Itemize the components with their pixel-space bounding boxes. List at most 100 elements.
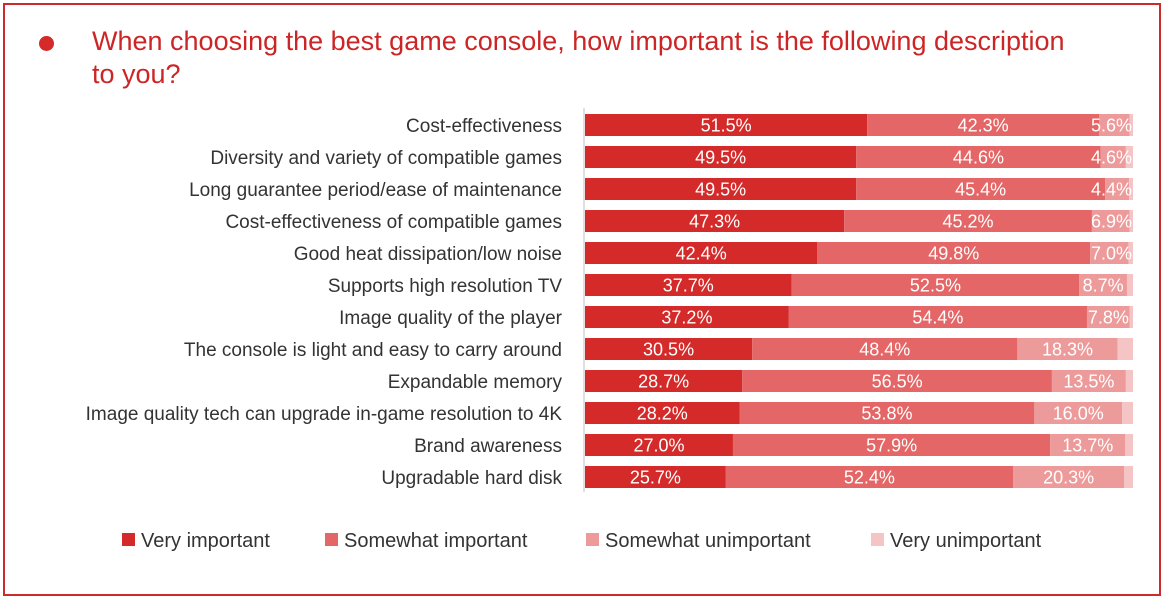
- bar-segment: [732, 434, 1051, 456]
- data-label: 49.5%: [695, 180, 746, 200]
- data-label: 5.6%: [1091, 116, 1132, 136]
- title-bullet-icon: [39, 36, 54, 51]
- bar-segment: [1017, 338, 1118, 360]
- bar-segment: [1129, 114, 1133, 136]
- bar-segment: [1034, 402, 1123, 424]
- bar-segment: [1126, 274, 1133, 296]
- category-labels-group: Cost-effectiveness Diversity and variety …: [86, 116, 563, 489]
- bar-segment: [742, 370, 1052, 392]
- bar-segment: [791, 274, 1080, 296]
- bar-segment: [1122, 402, 1133, 424]
- legend-swatch: [871, 533, 884, 546]
- bar-segment: [1012, 466, 1125, 488]
- value-labels-group: 51.5% 42.3% 5.6% 49.5% 44.6% 4.6% 49.5% 45.4% 4.…: [630, 116, 1132, 488]
- legend-label: Somewhat important: [344, 530, 528, 552]
- category-label: Image quality of the player: [339, 308, 563, 329]
- bar-segment: [1128, 242, 1133, 264]
- bar-segment: [1117, 338, 1133, 360]
- data-label: 28.2%: [637, 404, 688, 424]
- data-label: 52.5%: [910, 276, 961, 296]
- bar-segment: [1125, 146, 1133, 168]
- data-label: 16.0%: [1053, 404, 1104, 424]
- bar-segment: [585, 274, 792, 296]
- data-label: 49.5%: [695, 148, 746, 168]
- legend-label: Very important: [141, 530, 270, 552]
- data-label: 51.5%: [701, 116, 752, 136]
- data-label: 13.7%: [1062, 436, 1113, 456]
- bar-segment: [1129, 306, 1133, 328]
- legend-swatch: [586, 533, 599, 546]
- category-label: Good heat dissipation/low noise: [294, 244, 562, 265]
- data-label: 47.3%: [689, 212, 740, 232]
- data-label: 44.6%: [953, 148, 1004, 168]
- legend-swatch: [325, 533, 338, 546]
- category-label: Upgradable hard disk: [381, 468, 562, 489]
- category-label: Expandable memory: [388, 372, 563, 393]
- category-label: Diversity and variety of compatible game…: [210, 148, 562, 169]
- bar-segment: [585, 178, 857, 200]
- data-label: 4.4%: [1091, 180, 1132, 200]
- data-label: 6.9%: [1091, 212, 1132, 232]
- legend-label: Somewhat unimportant: [605, 530, 811, 552]
- category-label: Image quality tech can upgrade in-game r…: [86, 404, 563, 425]
- data-label: 37.7%: [663, 276, 714, 296]
- category-label: Brand awareness: [414, 436, 562, 457]
- bar-segment: [585, 402, 740, 424]
- bar-segment: [585, 210, 845, 232]
- bar-segment: [844, 210, 1092, 232]
- bar-segment: [585, 338, 753, 360]
- bar-segment: [1050, 434, 1126, 456]
- category-label: Long guarantee period/ease of maintenanc…: [189, 180, 562, 201]
- data-label: 56.5%: [872, 372, 923, 392]
- bar-segment: [867, 114, 1100, 136]
- category-label: Cost-effectiveness: [406, 116, 562, 137]
- data-label: 7.8%: [1088, 308, 1129, 328]
- bar-segment: [817, 242, 1091, 264]
- legend-swatch: [122, 533, 135, 546]
- bar-segment: [725, 466, 1013, 488]
- bar-segment: [585, 306, 789, 328]
- bar-segment: [585, 114, 868, 136]
- bar-segment: [585, 370, 743, 392]
- bar-segment: [1125, 370, 1133, 392]
- bar-segment: [1086, 306, 1130, 328]
- data-label: 28.7%: [638, 372, 689, 392]
- data-label: 20.3%: [1043, 468, 1094, 488]
- bar-segment: [1079, 274, 1127, 296]
- bar-segment: [585, 466, 726, 488]
- data-label: 57.9%: [866, 436, 917, 456]
- data-label: 37.2%: [661, 308, 712, 328]
- data-label: 30.5%: [643, 340, 694, 360]
- bar-segment: [1124, 466, 1133, 488]
- data-label: 25.7%: [630, 468, 681, 488]
- bar-segment: [1051, 370, 1126, 392]
- bar-segment: [1090, 242, 1129, 264]
- bars-group: [585, 114, 1133, 488]
- data-label: 45.4%: [955, 180, 1006, 200]
- data-label: 7.0%: [1091, 244, 1132, 264]
- bar-segment: [752, 338, 1018, 360]
- bar-segment: [788, 306, 1087, 328]
- bar-segment: [1099, 114, 1130, 136]
- bar-segment: [1100, 146, 1126, 168]
- bar-segment: [1129, 178, 1133, 200]
- bar-segment: [1129, 210, 1133, 232]
- bar-segment: [856, 146, 1101, 168]
- legend: Very important Somewhat important Somewhat…: [122, 530, 1042, 552]
- category-label: Cost-effectiveness of compatible games: [225, 212, 562, 233]
- data-label: 42.4%: [676, 244, 727, 264]
- bar-segment: [739, 402, 1035, 424]
- data-label: 18.3%: [1042, 340, 1093, 360]
- chart-frame: [3, 3, 1161, 596]
- data-label: 54.4%: [912, 308, 963, 328]
- bar-segment: [1125, 434, 1133, 456]
- bar-segment: [585, 434, 733, 456]
- bar-segment: [856, 178, 1106, 200]
- category-label: Supports high resolution TV: [328, 276, 562, 297]
- chart-title: When choosing the best game console, how…: [92, 26, 1065, 89]
- bar-segment: [585, 146, 857, 168]
- data-label: 45.2%: [943, 212, 994, 232]
- bar-segment: [1105, 178, 1130, 200]
- data-label: 52.4%: [844, 468, 895, 488]
- data-label: 8.7%: [1083, 276, 1124, 296]
